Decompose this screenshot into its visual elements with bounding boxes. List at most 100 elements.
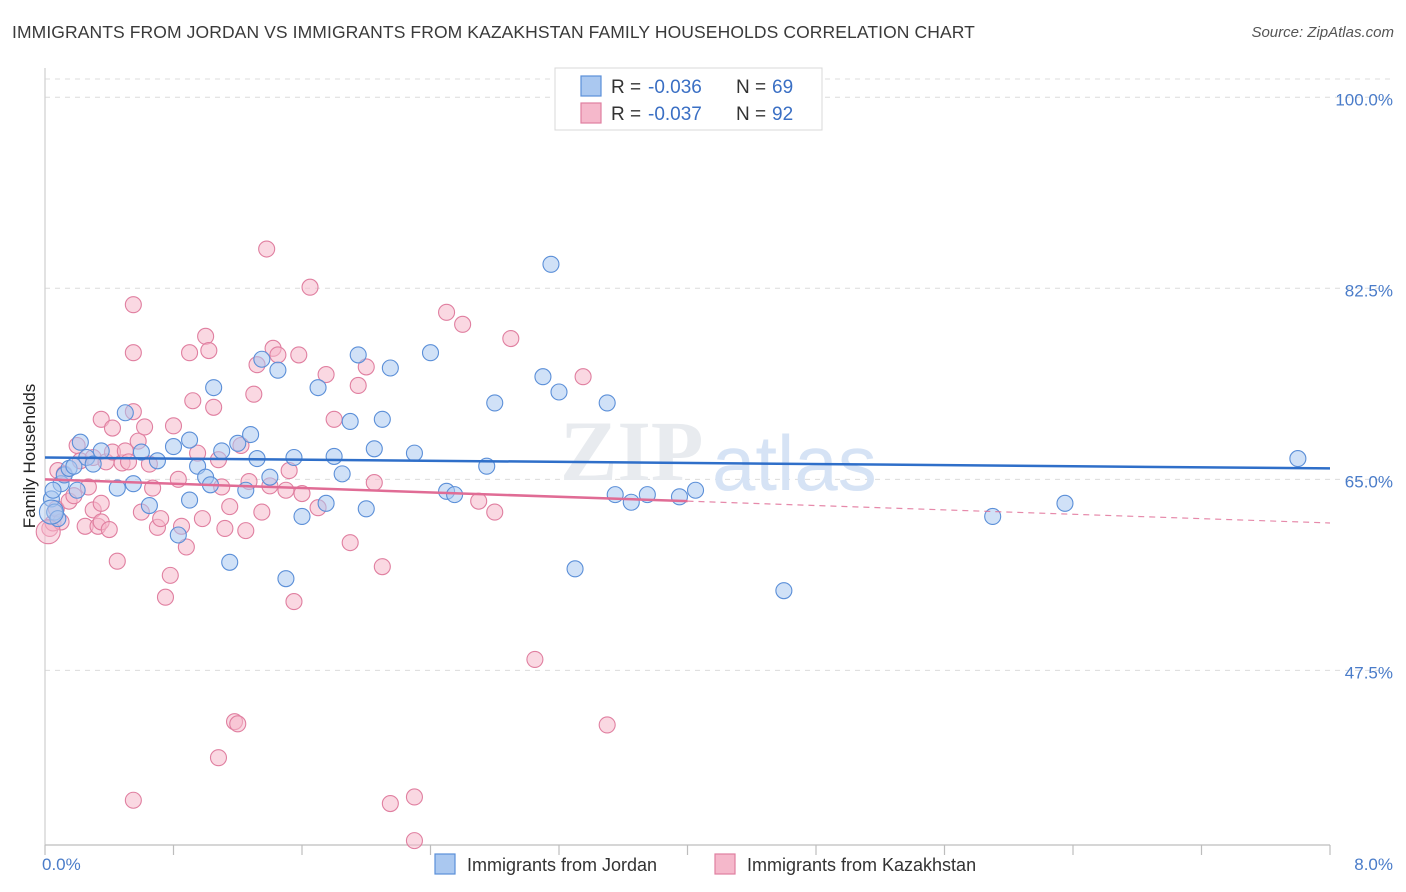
y-axis-title: Family Households bbox=[20, 384, 39, 529]
kazakhstan-point bbox=[100, 520, 118, 539]
x-tick-label: 8.0% bbox=[1354, 855, 1393, 874]
kazakhstan-point bbox=[277, 481, 295, 499]
jordan-point bbox=[205, 379, 223, 397]
kazakhstan-point bbox=[258, 240, 276, 258]
jordan-point bbox=[309, 379, 327, 397]
kazakhstan-point bbox=[293, 484, 311, 503]
kazakhstan-point bbox=[574, 368, 592, 386]
kazakhstan-point bbox=[317, 365, 335, 384]
legend-r-value-jordan: -0.036 bbox=[648, 77, 702, 98]
bottom-legend-swatch-kazakhstan bbox=[714, 853, 736, 875]
kazakhstan-point bbox=[124, 791, 142, 809]
jordan-point bbox=[365, 440, 383, 458]
jordan-point bbox=[181, 431, 199, 449]
jordan-point bbox=[221, 553, 239, 571]
legend-box: R = -0.036 N = 69 R = -0.037 N = 92 bbox=[554, 67, 823, 131]
kazakhstan-point bbox=[221, 498, 239, 516]
kazakhstan-point bbox=[341, 534, 359, 552]
kazakhstan-point bbox=[108, 552, 126, 570]
kazakhstan-point bbox=[269, 346, 287, 364]
jordan-point bbox=[542, 255, 560, 273]
kazakhstan-point bbox=[209, 749, 228, 767]
kazakhstan-point bbox=[164, 417, 183, 435]
kazakhstan-point bbox=[526, 650, 544, 668]
kazakhstan-point bbox=[156, 588, 175, 606]
jordan-point bbox=[373, 410, 391, 428]
jordan-point bbox=[333, 465, 351, 483]
bottom-legend-label-jordan: Immigrants from Jordan bbox=[467, 855, 657, 875]
jordan-point bbox=[381, 359, 399, 377]
kazakhstan-point bbox=[301, 278, 319, 296]
kazakhstan-point bbox=[325, 410, 343, 428]
jordan-point bbox=[670, 488, 689, 506]
kazakhstan-point bbox=[470, 492, 488, 510]
axis-layer: 47.5% 65.0% 82.5% 100.0% 0.0% 8.0% bbox=[42, 68, 1393, 874]
kazakhstan-point bbox=[152, 510, 170, 528]
kazakhstan-point bbox=[454, 315, 472, 333]
jordan-point bbox=[116, 404, 134, 422]
kazakhstan-point bbox=[181, 344, 199, 362]
y-tick-label: 47.5% bbox=[1345, 663, 1393, 682]
trend-layer bbox=[44, 456, 1331, 524]
legend-r-label-jordan: R = bbox=[611, 77, 641, 98]
jordan-point bbox=[92, 442, 110, 460]
jordan-point bbox=[148, 452, 166, 470]
bottom-legend-swatch-jordan bbox=[434, 853, 456, 875]
jordan-point bbox=[269, 361, 287, 379]
jordan-point bbox=[325, 447, 343, 465]
kazakhstan-point bbox=[124, 296, 142, 314]
jordan-point bbox=[775, 582, 793, 600]
jordan-point bbox=[349, 346, 367, 364]
legend-n-value-kazakhstan: 92 bbox=[772, 104, 793, 125]
kazakhstan-point bbox=[290, 346, 308, 364]
jordan-point bbox=[108, 479, 126, 497]
legend-n-value-jordan: 69 bbox=[772, 77, 793, 98]
y-tick-label: 65.0% bbox=[1345, 472, 1393, 491]
jordan-point bbox=[317, 494, 335, 512]
bottom-legend: Immigrants from Jordan Immigrants from K… bbox=[434, 853, 976, 875]
jordan-point bbox=[285, 448, 303, 467]
legend-n-label-jordan: N = bbox=[736, 77, 766, 98]
jordan-point bbox=[253, 350, 271, 368]
jordan-point bbox=[1289, 450, 1307, 468]
jordan-point bbox=[237, 481, 255, 499]
kazakhstan-point bbox=[486, 503, 504, 521]
y-tick-label: 100.0% bbox=[1335, 90, 1393, 109]
kazakhstan-point bbox=[245, 385, 263, 403]
kazakhstan-point bbox=[92, 410, 110, 428]
kazakhstan-point bbox=[161, 566, 179, 584]
kazakhstan-point bbox=[598, 716, 616, 734]
y-tick-label: 82.5% bbox=[1345, 281, 1393, 300]
jordan-point bbox=[229, 434, 247, 452]
jordan-point bbox=[84, 455, 102, 473]
jordan-point bbox=[566, 560, 584, 578]
kazakhstan-point bbox=[237, 522, 255, 540]
jordan-point bbox=[341, 412, 359, 431]
jordan-point bbox=[534, 368, 552, 386]
kazakhstan-point bbox=[438, 303, 456, 321]
kazakhstan-point bbox=[229, 715, 247, 733]
kazakhstan-point bbox=[349, 376, 367, 395]
jordan-point bbox=[181, 491, 199, 509]
jordan-point bbox=[622, 493, 640, 511]
chart-title: IMMIGRANTS FROM JORDAN VS IMMIGRANTS FRO… bbox=[12, 22, 975, 42]
source-label: Source: ZipAtlas.com bbox=[1251, 24, 1394, 41]
jordan-point bbox=[405, 444, 423, 462]
jordan-point bbox=[164, 438, 183, 456]
kazakhstan-point bbox=[184, 392, 202, 410]
legend-swatch-jordan bbox=[580, 75, 602, 97]
kazakhstan-point bbox=[103, 419, 122, 437]
jordan-point bbox=[598, 394, 616, 412]
kazakhstan-point bbox=[285, 593, 303, 611]
legend-n-label-kazakhstan: N = bbox=[736, 104, 766, 125]
kazakhstan-trend-line bbox=[44, 478, 688, 503]
jordan-point bbox=[44, 481, 62, 499]
jordan-point bbox=[293, 507, 311, 525]
jordan-point bbox=[421, 344, 440, 362]
kazakhstan-point bbox=[193, 510, 211, 528]
jordan-point bbox=[550, 383, 568, 401]
jordan-point bbox=[1056, 494, 1074, 512]
jordan-point bbox=[984, 507, 1002, 525]
kazakhstan-point bbox=[92, 494, 110, 512]
